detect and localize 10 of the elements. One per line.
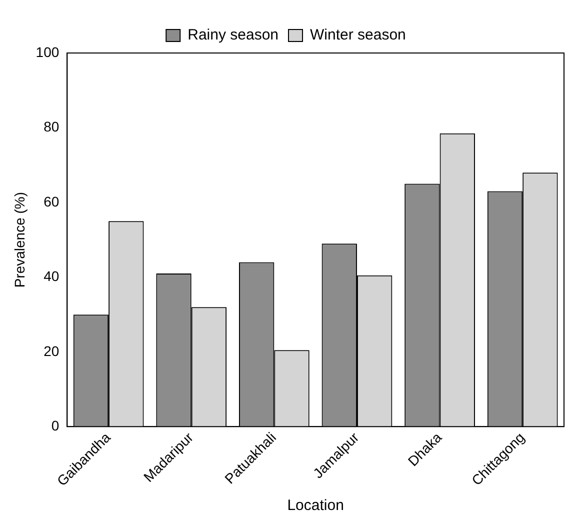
- y-axis-title: Prevalence (%): [11, 192, 28, 288]
- y-tick-label: 0: [51, 418, 60, 434]
- legend-label: Rainy season: [188, 26, 279, 44]
- x-axis-title: Location: [287, 497, 344, 514]
- y-tick-label: 60: [44, 193, 60, 210]
- y-tick-label: 100: [36, 44, 60, 60]
- y-tick-label: 40: [44, 268, 60, 284]
- y-tick-label: 80: [44, 118, 60, 135]
- legend-label: Winter season: [310, 26, 406, 44]
- y-tick-label: 20: [44, 342, 60, 359]
